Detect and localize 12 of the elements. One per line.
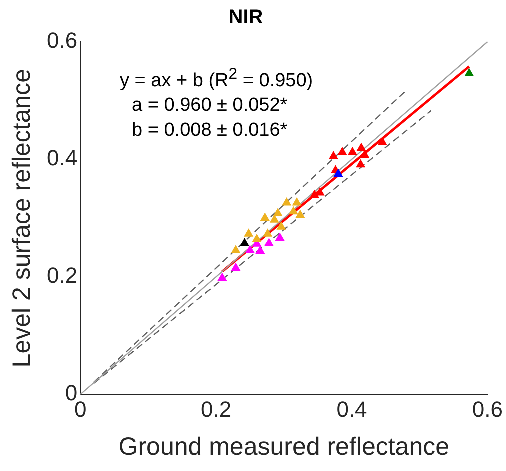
annotation: b = 0.008 ± 0.016* [131,119,289,144]
x-tick-label: 0.4 [336,396,368,422]
x-tick-label: 0.2 [200,396,232,422]
y-axis-title: Level 2 surface reflectance [8,68,36,368]
x-axis-title: Ground measured reflectance [118,432,450,461]
annotation: y = ax + b (R$^{2}$ = 0.950) [120,65,314,94]
y-tick-label: 0.4 [46,146,78,171]
y-tick-label: 0.2 [46,263,78,288]
chart-title: NIR [228,6,264,29]
annotation: a = 0.960 ± 0.052* [131,94,289,118]
y-tick-label: 0.6 [46,28,78,54]
x-tick-label: 0.6 [472,396,504,422]
